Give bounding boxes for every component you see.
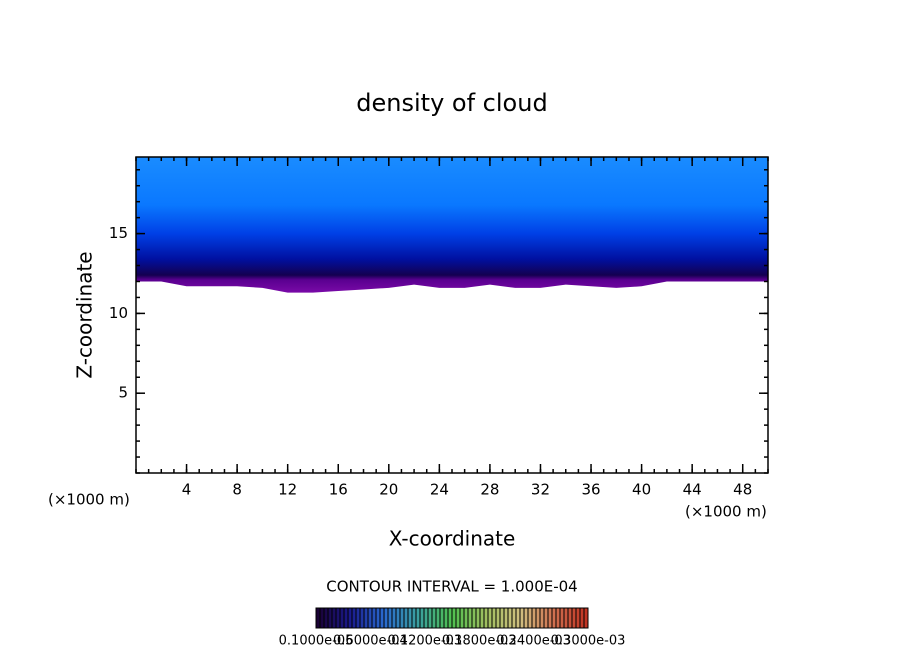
colorbar-label: 0.1200e-03 xyxy=(387,634,462,649)
x-tick-label: 4 xyxy=(182,481,192,499)
y-tick-label: 5 xyxy=(118,384,128,402)
cloud-field xyxy=(136,157,768,293)
contour-interval: CONTOUR INTERVAL = 1.000E-04 xyxy=(326,578,577,596)
x-tick-label: 36 xyxy=(581,481,600,499)
x-tick-label: 20 xyxy=(379,481,398,499)
x-tick-label: 40 xyxy=(632,481,651,499)
chart-title: density of cloud xyxy=(356,89,547,117)
plot-area xyxy=(136,157,768,293)
colorbar-frame xyxy=(315,607,589,629)
y-tick-label: 15 xyxy=(109,224,128,242)
x-tick-label: 44 xyxy=(683,481,702,499)
x-unit-label: (×1000 m) xyxy=(48,491,130,509)
colorbar-label: 0.1800e-03 xyxy=(442,634,517,649)
x-tick-label: 28 xyxy=(480,481,499,499)
x-unit-label: (×1000 m) xyxy=(685,503,767,521)
x-tick-label: 24 xyxy=(430,481,449,499)
x-tick-label: 16 xyxy=(329,481,348,499)
colorbar-label: 0.3000e-03 xyxy=(551,634,626,649)
x-tick-label: 8 xyxy=(232,481,242,499)
x-axis-label: X-coordinate xyxy=(389,527,516,551)
y-tick-label: 10 xyxy=(109,304,128,322)
y-axis-label: Z-coordinate xyxy=(73,251,97,378)
colorbar-label: 0.6000e-04 xyxy=(333,634,408,649)
x-tick-label: 32 xyxy=(531,481,550,499)
colorbar-label: 0.1000e-05 xyxy=(279,634,354,649)
x-tick-label: 48 xyxy=(733,481,752,499)
colorbar-label: 0.2400e-03 xyxy=(496,634,571,649)
x-tick-label: 12 xyxy=(278,481,297,499)
